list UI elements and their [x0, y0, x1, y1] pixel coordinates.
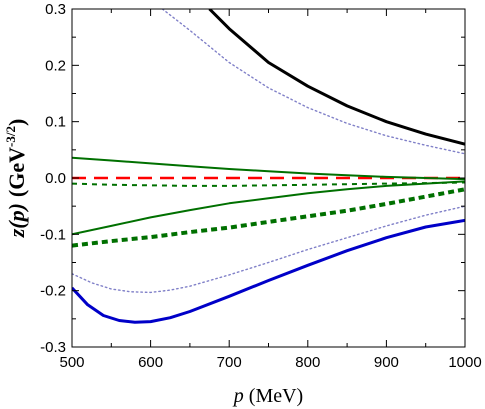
series-line-6 [72, 180, 465, 236]
x-tick-label-600: 600 [138, 354, 163, 371]
series-layer [72, 9, 465, 324]
y-axis-label-close: ) [4, 119, 29, 126]
y-axis-label-var: z(p) [4, 203, 29, 238]
series-line-9 [72, 218, 465, 324]
y-tick-label-4: 0.1 [45, 114, 66, 131]
x-tick-label-500: 500 [59, 354, 84, 371]
series-line-2 [161, 9, 465, 155]
series-line-4 [72, 156, 465, 181]
x-axis-label-var: p [232, 385, 244, 407]
series-line-1 [208, 9, 465, 146]
tick-layer: 500 600 700 800 900 1000 -0.3 -0.2 -0.1 0.0 0.1 0.2… [40, 1, 482, 371]
y-axis-label: z(p) (GeV-3/2) [3, 119, 29, 239]
series-line-8 [72, 205, 465, 294]
x-tick-label-700: 700 [217, 354, 242, 371]
x-tick-label-900: 900 [374, 354, 399, 371]
y-tick-label-3: 0.0 [45, 170, 66, 187]
y-axis-label-exponent: -3/2 [3, 126, 18, 147]
y-tick-label-5: 0.2 [45, 57, 66, 74]
y-tick-label-0: -0.3 [40, 339, 66, 356]
y-tick-label-2: -0.1 [40, 226, 66, 243]
x-tick-label-800: 800 [295, 354, 320, 371]
series-line-7 [72, 187, 465, 248]
x-tick-label-1000: 1000 [448, 354, 481, 371]
y-axis-label-unit: (GeV [4, 147, 29, 197]
y-tick-label-1: -0.2 [40, 283, 66, 300]
x-axis-label-unit: (MeV) [244, 385, 303, 407]
x-axis-label: p (MeV) [232, 385, 303, 407]
y-tick-label-6: 0.3 [45, 1, 66, 18]
